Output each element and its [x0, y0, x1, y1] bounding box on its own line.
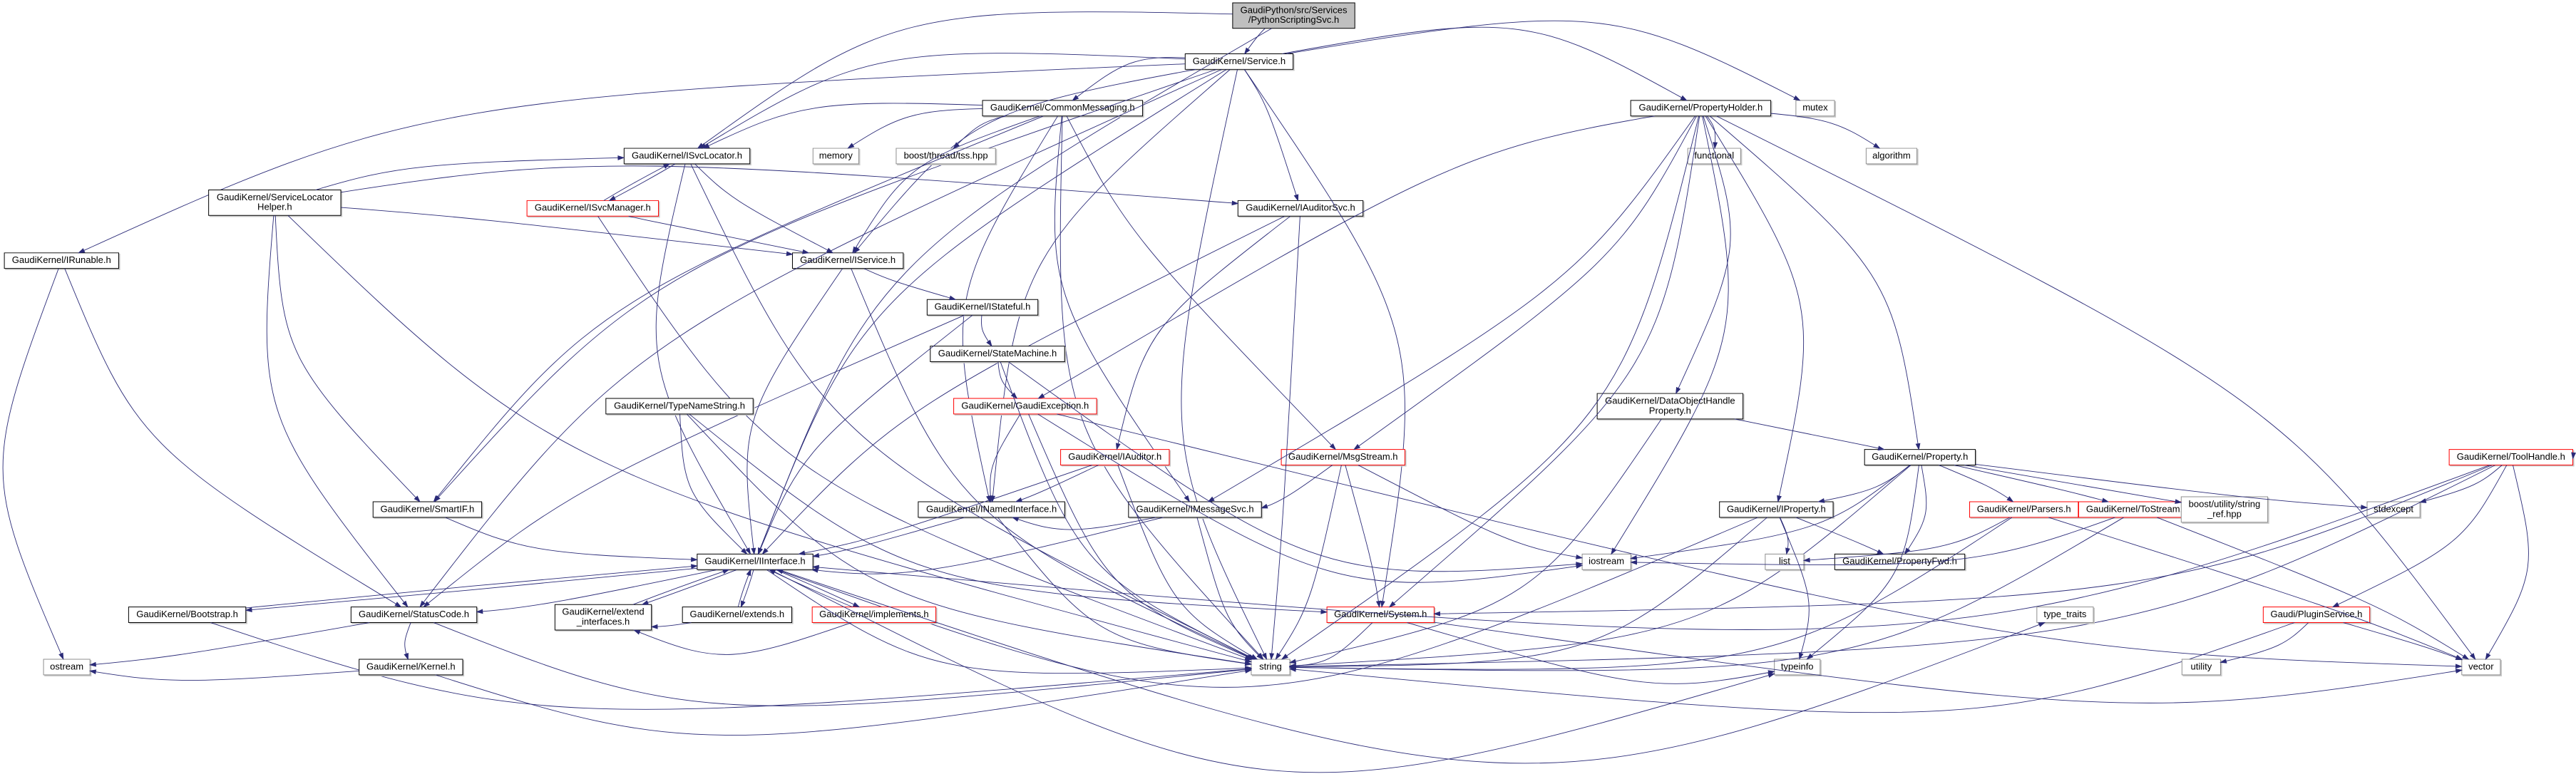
svg-text:GaudiKernel/ISvcManager.h: GaudiKernel/ISvcManager.h: [535, 202, 651, 213]
svg-text:vector: vector: [2468, 661, 2494, 671]
svg-text:GaudiKernel/IStateful.h: GaudiKernel/IStateful.h: [935, 301, 1031, 312]
svg-text:GaudiPython/src/Services: GaudiPython/src/Services: [1241, 4, 1348, 15]
svg-text:boost/thread/tss.hpp: boost/thread/tss.hpp: [904, 150, 988, 160]
svg-text:Gaudi/PluginService.h: Gaudi/PluginService.h: [2271, 609, 2363, 619]
svg-text:GaudiKernel/IMessageSvc.h: GaudiKernel/IMessageSvc.h: [1136, 503, 1253, 514]
svg-text:GaudiKernel/DataObjectHandle: GaudiKernel/DataObjectHandle: [1605, 395, 1735, 406]
svg-text:GaudiKernel/ServiceLocator: GaudiKernel/ServiceLocator: [217, 192, 334, 202]
svg-text:GaudiKernel/CommonMessaging.h: GaudiKernel/CommonMessaging.h: [990, 102, 1135, 113]
svg-text:GaudiKernel/GaudiException.h: GaudiKernel/GaudiException.h: [961, 400, 1089, 411]
svg-text:GaudiKernel/IProperty.h: GaudiKernel/IProperty.h: [1727, 503, 1826, 514]
svg-text:memory: memory: [819, 150, 853, 160]
svg-text:GaudiKernel/IRunable.h: GaudiKernel/IRunable.h: [12, 254, 111, 265]
svg-text:GaudiKernel/TypeNameString.h: GaudiKernel/TypeNameString.h: [614, 400, 745, 411]
svg-text:algorithm: algorithm: [1872, 150, 1911, 160]
svg-text:typeinfo: typeinfo: [1781, 661, 1814, 671]
svg-text:GaudiKernel/INamedInterface.h: GaudiKernel/INamedInterface.h: [926, 503, 1057, 514]
svg-text:GaudiKernel/ToolHandle.h: GaudiKernel/ToolHandle.h: [2457, 451, 2565, 462]
svg-text:boost/utility/string: boost/utility/string: [2189, 498, 2261, 509]
svg-text:GaudiKernel/MsgStream.h: GaudiKernel/MsgStream.h: [1288, 451, 1398, 462]
svg-text:GaudiKernel/IAuditor.h: GaudiKernel/IAuditor.h: [1068, 451, 1161, 462]
svg-text:GaudiKernel/PropertyHolder.h: GaudiKernel/PropertyHolder.h: [1638, 102, 1762, 113]
svg-text:/PythonScriptingSvc.h: /PythonScriptingSvc.h: [1248, 14, 1339, 25]
svg-text:GaudiKernel/IInterface.h: GaudiKernel/IInterface.h: [704, 556, 805, 567]
svg-text:GaudiKernel/System.h: GaudiKernel/System.h: [1334, 609, 1427, 619]
svg-text:iostream: iostream: [1589, 556, 1624, 567]
svg-text:_interfaces.h: _interfaces.h: [576, 616, 630, 626]
svg-text:GaudiKernel/Bootstrap.h: GaudiKernel/Bootstrap.h: [136, 609, 238, 619]
svg-text:GaudiKernel/extends.h: GaudiKernel/extends.h: [690, 609, 785, 619]
svg-text:utility: utility: [2191, 661, 2212, 671]
svg-text:GaudiKernel/IAuditorSvc.h: GaudiKernel/IAuditorSvc.h: [1246, 202, 1355, 213]
svg-text:Property.h: Property.h: [1649, 405, 1691, 416]
svg-text:GaudiKernel/IService.h: GaudiKernel/IService.h: [800, 254, 896, 265]
svg-text:Helper.h: Helper.h: [257, 202, 292, 212]
svg-text:GaudiKernel/StateMachine.h: GaudiKernel/StateMachine.h: [938, 348, 1057, 358]
svg-text:GaudiKernel/Kernel.h: GaudiKernel/Kernel.h: [366, 661, 456, 671]
svg-text:string: string: [1259, 661, 1282, 671]
svg-text:mutex: mutex: [1802, 102, 1828, 113]
svg-text:ostream: ostream: [50, 661, 83, 671]
svg-text:GaudiKernel/Parsers.h: GaudiKernel/Parsers.h: [1977, 503, 2071, 514]
svg-text:GaudiKernel/Property.h: GaudiKernel/Property.h: [1872, 451, 1968, 462]
svg-text:GaudiKernel/ISvcLocator.h: GaudiKernel/ISvcLocator.h: [632, 150, 742, 160]
svg-text:GaudiKernel/implements.h: GaudiKernel/implements.h: [819, 609, 929, 619]
svg-text:GaudiKernel/StatusCode.h: GaudiKernel/StatusCode.h: [359, 609, 469, 619]
svg-text:_ref.hpp: _ref.hpp: [2207, 508, 2242, 519]
svg-text:GaudiKernel/extend: GaudiKernel/extend: [562, 607, 644, 617]
svg-text:GaudiKernel/ToStream.h: GaudiKernel/ToStream.h: [2086, 503, 2188, 514]
svg-text:type_traits: type_traits: [2043, 609, 2087, 619]
svg-text:GaudiKernel/SmartIF.h: GaudiKernel/SmartIF.h: [381, 503, 475, 514]
svg-text:GaudiKernel/Service.h: GaudiKernel/Service.h: [1193, 56, 1286, 66]
